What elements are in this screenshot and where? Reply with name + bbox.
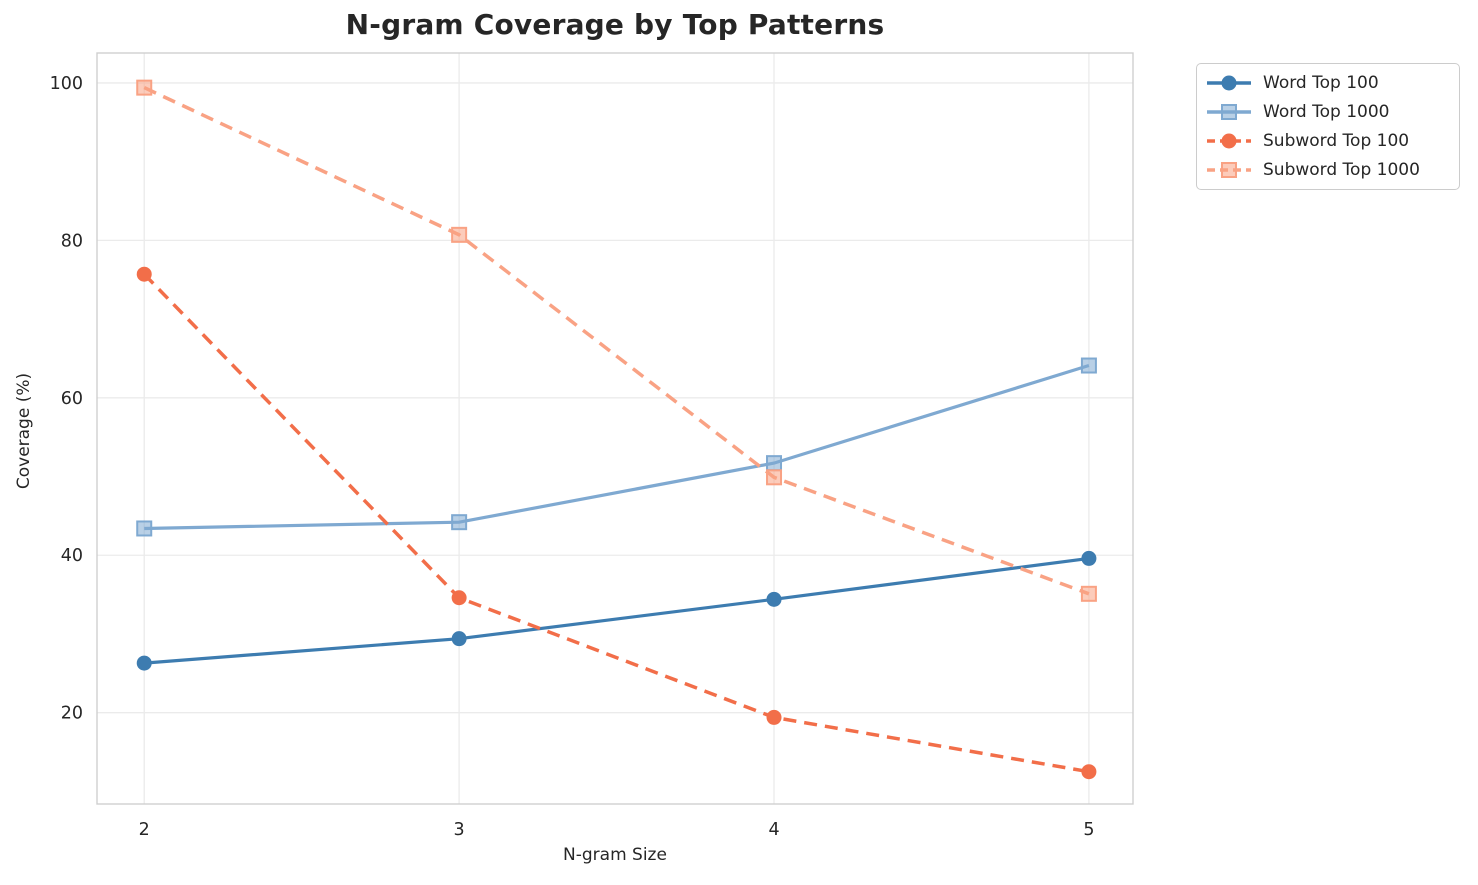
legend-marker-subword-top-1000 (1207, 162, 1251, 178)
data-point-marker (136, 655, 152, 671)
legend-marker-subword-top-100 (1207, 133, 1251, 149)
data-point-marker (451, 514, 468, 531)
y-tick-label: 20 (61, 704, 83, 724)
y-tick-label: 100 (50, 74, 83, 94)
data-point-marker (136, 520, 153, 537)
legend-label: Subword Top 100 (1263, 131, 1410, 151)
data-point-marker (766, 709, 782, 725)
series-markers-word-top-1000 (136, 357, 1097, 537)
data-point-marker (766, 455, 783, 472)
data-point-marker (766, 469, 783, 486)
legend-label: Subword Top 1000 (1263, 160, 1420, 180)
data-point-marker (136, 79, 153, 96)
legend-marker-word-top-1000 (1207, 104, 1251, 120)
chart-title: N-gram Coverage by Top Patterns (345, 8, 885, 41)
y-tick-label: 60 (61, 389, 83, 409)
series-line-word-top-1000 (144, 363, 1090, 531)
x-tick-label: 2 (139, 820, 150, 840)
axes-frame (96, 52, 1134, 805)
legend-marker-shape (1221, 75, 1237, 91)
data-point-marker (136, 266, 152, 282)
legend-marker-shape (1221, 133, 1237, 149)
series-markers-subword-top-100 (136, 266, 1097, 780)
series-markers-subword-top-1000 (136, 79, 1097, 602)
legend-label: Word Top 1000 (1263, 102, 1390, 122)
series-line-subword-top-100 (142, 272, 1090, 774)
series-line-word-top-100 (144, 556, 1090, 665)
y-tick-label: 40 (61, 546, 83, 566)
x-tick-label: 5 (1083, 820, 1094, 840)
legend-item-word-top-1000: Word Top 1000 (1197, 98, 1459, 127)
x-axis-label: N-gram Size (563, 845, 667, 865)
data-point-marker (451, 590, 467, 606)
legend-item-word-top-100: Word Top 100 (1197, 69, 1459, 98)
x-tick-label: 4 (768, 820, 779, 840)
legend-marker-word-top-100 (1207, 75, 1251, 91)
data-point-marker (451, 631, 467, 647)
data-point-marker (1080, 585, 1097, 602)
x-tick-label: 3 (454, 820, 465, 840)
legend-item-subword-top-100: Subword Top 100 (1197, 127, 1459, 156)
data-point-marker (451, 226, 468, 243)
data-point-marker (1081, 550, 1097, 566)
gridlines (97, 53, 1133, 804)
data-point-marker (766, 591, 782, 607)
series-line-subword-top-1000 (143, 86, 1090, 596)
series-markers-word-top-100 (136, 550, 1097, 671)
legend-marker-shape (1221, 162, 1237, 178)
y-tick-label: 80 (61, 231, 83, 251)
legend-label: Word Top 100 (1263, 73, 1379, 93)
legend: Word Top 100 Word Top 1000 Subword Top 1… (1196, 63, 1460, 190)
data-point-marker (1080, 357, 1097, 374)
legend-marker-shape (1221, 104, 1237, 120)
legend-item-subword-top-1000: Subword Top 1000 (1197, 156, 1459, 185)
data-point-marker (1081, 764, 1097, 780)
